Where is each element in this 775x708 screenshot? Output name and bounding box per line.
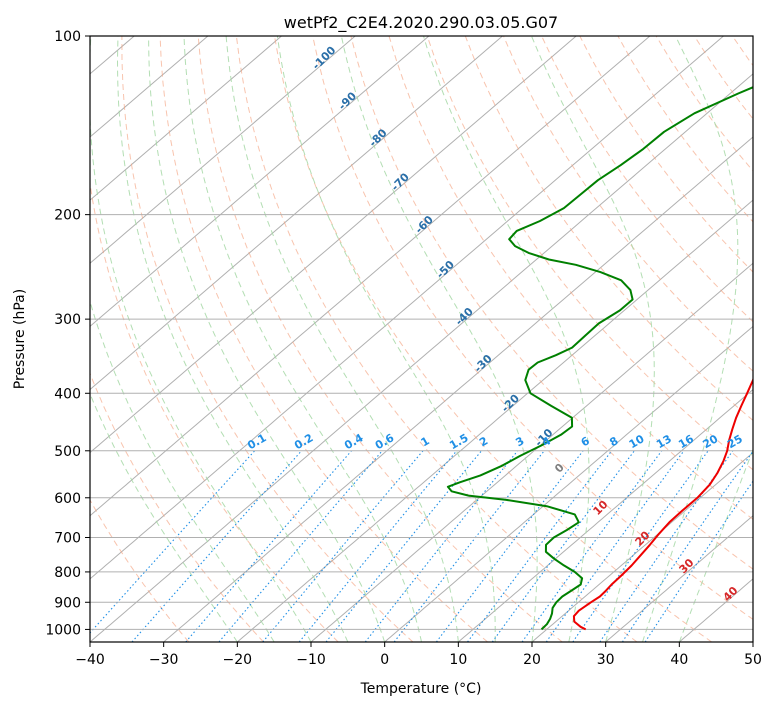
x-axis-label: Temperature (°C)	[360, 681, 482, 697]
moist-adiabat-line	[678, 448, 753, 642]
mixing-ratio-line	[435, 450, 584, 642]
moist-adiabat-line	[183, 36, 422, 642]
mixing-ratio-line	[467, 450, 613, 642]
dry-adiabat-line	[350, 36, 753, 570]
dry-adiabat-line	[159, 36, 488, 642]
x-axis-ticks: −40 −30 −20 −10 0 10 20 30 40 50	[75, 642, 762, 668]
pressure-gridlines	[90, 36, 753, 630]
moist-adiabats	[90, 36, 753, 642]
plot-frame	[89, 35, 754, 643]
mixing-ratio-line	[90, 450, 256, 634]
temperature-line	[572, 377, 753, 631]
x-tick-label: −20	[223, 652, 253, 668]
dry-adiabat-line	[90, 179, 339, 642]
mixing-ratio-line	[572, 450, 709, 642]
x-tick-label: 30	[597, 652, 615, 668]
moist-adiabat-line	[225, 36, 459, 642]
y-tick-label: 400	[54, 386, 81, 402]
mixing-ratio-line	[262, 450, 424, 642]
x-tick-label: 0	[380, 652, 389, 668]
dry-adiabats	[90, 36, 753, 642]
mixing-ratio-line	[545, 450, 685, 642]
isotherm-line	[531, 451, 753, 642]
mixing-ratio-line	[599, 450, 734, 642]
y-tick-label: 200	[54, 208, 81, 224]
isotherm-line	[90, 36, 651, 517]
moist-adiabat-line	[90, 299, 275, 642]
y-tick-label: 600	[54, 491, 81, 507]
dry-adiabat-line	[235, 36, 638, 642]
moist-adiabat-line	[531, 36, 655, 642]
x-tick-label: 20	[523, 652, 541, 668]
isotherm-line	[90, 36, 503, 391]
y-tick-label: 100	[54, 29, 81, 45]
profile-series	[446, 86, 753, 631]
moist-adiabat-line	[642, 36, 739, 642]
isotherm-line	[90, 36, 577, 454]
moist-adiabat-line	[90, 392, 238, 642]
dry-adiabat-line	[90, 499, 190, 642]
mixing-ratio-line	[644, 480, 753, 642]
x-tick-label: −10	[296, 652, 326, 668]
y-tick-label: 500	[54, 444, 81, 460]
y-tick-label: 1000	[45, 622, 81, 638]
mixing-ratio-line	[131, 450, 302, 642]
mixing-ratio-line	[298, 450, 458, 642]
x-tick-label: −30	[149, 652, 179, 668]
y-tick-label: 900	[54, 595, 81, 611]
isotherm-line	[678, 578, 753, 642]
dewpoint-line	[446, 86, 753, 631]
isotherm-line	[457, 388, 753, 642]
y-axis-ticks: 100 200 300 400 500 600 700 800 900 1000	[45, 29, 90, 638]
y-axis-label: Pressure (hPa)	[12, 289, 28, 389]
x-tick-label: 10	[449, 652, 467, 668]
moist-adiabat-line	[90, 36, 312, 642]
dry-adiabat-line	[274, 36, 712, 642]
moist-adiabat-line	[340, 36, 538, 642]
dry-adiabat-line	[121, 36, 414, 642]
x-tick-label: 50	[744, 652, 762, 668]
isotherm-line	[90, 36, 724, 580]
dry-adiabat-line	[388, 36, 753, 520]
mixing-ratio-line	[325, 450, 482, 642]
chart-title: wetPf2_C2E4.2020.290.03.05.G07	[284, 13, 558, 33]
x-tick-label: 40	[670, 652, 688, 668]
dry-adiabat-line	[197, 36, 563, 642]
mixing-ratio-line	[621, 450, 753, 642]
mixing-ratio-line	[364, 450, 519, 642]
y-tick-label: 700	[54, 531, 81, 547]
moist-adiabat-line	[423, 36, 590, 642]
dry-adiabat-line	[90, 372, 264, 642]
isotherm-line	[90, 36, 430, 328]
dry-adiabat-line	[312, 36, 753, 620]
moist-adiabat-line	[276, 36, 496, 642]
mixing-ratio-line	[521, 450, 663, 642]
isotherm-line	[163, 136, 753, 642]
isotherm-line	[236, 199, 753, 642]
mixing-ratio-lines	[90, 450, 753, 642]
mixing-ratio-line	[491, 450, 635, 642]
y-tick-label: 300	[54, 312, 81, 328]
moist-adiabat-line	[116, 36, 349, 642]
y-tick-label: 800	[54, 565, 81, 581]
isotherm-line	[384, 325, 753, 642]
x-tick-label: −40	[75, 652, 105, 668]
isotherm-line	[310, 262, 753, 642]
moist-adiabat-line	[148, 36, 386, 642]
